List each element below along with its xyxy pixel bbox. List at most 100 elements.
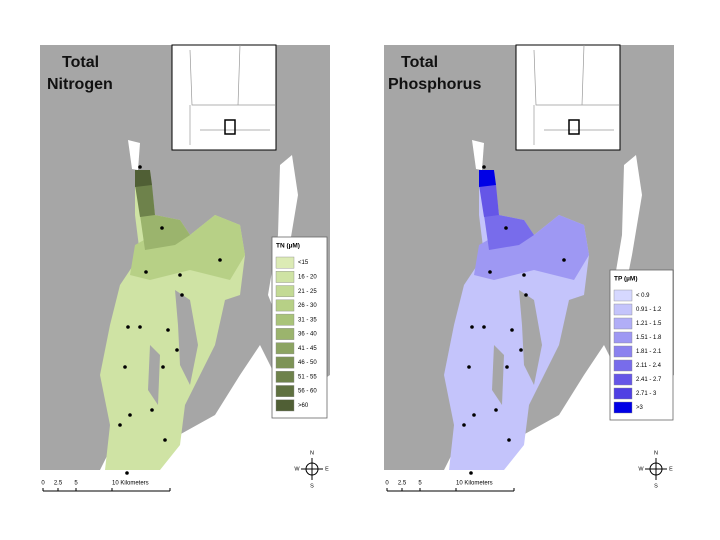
legend-title: TP (µM) xyxy=(614,276,637,283)
legend-label: 1.21 - 1.5 xyxy=(636,321,662,327)
legend-title: TN (µM) xyxy=(276,243,300,250)
bay-zone xyxy=(135,170,152,187)
legend-label: 56 - 60 xyxy=(298,389,317,395)
scale-label: 5 xyxy=(74,481,78,487)
legend-label: 16 - 20 xyxy=(298,274,317,280)
compass-letter: S xyxy=(654,483,658,489)
legend-swatch xyxy=(613,317,633,330)
station xyxy=(562,258,566,262)
island xyxy=(175,290,198,385)
station xyxy=(462,423,466,427)
compass-letter: W xyxy=(294,466,300,472)
map-title: Nitrogen xyxy=(47,76,113,93)
station xyxy=(118,423,122,427)
station xyxy=(469,471,473,475)
legend-swatch xyxy=(613,401,633,414)
compass-letter: E xyxy=(669,466,673,472)
station xyxy=(522,273,526,277)
map-title: Total xyxy=(62,54,99,71)
scale-label: 5 xyxy=(418,481,422,487)
station xyxy=(123,365,127,369)
station xyxy=(470,325,474,329)
station xyxy=(507,438,511,442)
station xyxy=(126,325,130,329)
station xyxy=(125,471,129,475)
station xyxy=(505,365,509,369)
legend-swatch xyxy=(275,299,295,312)
station xyxy=(524,293,528,297)
legend-swatch xyxy=(613,345,633,358)
inset-borders xyxy=(533,44,619,145)
legend-swatch xyxy=(613,359,633,372)
legend-swatch xyxy=(613,387,633,400)
legend-label: < 0.9 xyxy=(636,293,650,299)
scale-label: 2.5 xyxy=(398,481,407,487)
station xyxy=(519,348,523,352)
station xyxy=(467,365,471,369)
legend-swatch xyxy=(275,271,295,283)
legend-label: 2.11 - 2.4 xyxy=(636,363,662,369)
compass-letter: E xyxy=(325,466,329,472)
compass-letter: S xyxy=(310,483,314,489)
island xyxy=(492,345,504,405)
inset-map xyxy=(171,44,277,151)
legend-swatch xyxy=(275,399,295,412)
compass-needle xyxy=(301,458,323,480)
legend-label: 31 - 35 xyxy=(298,317,317,323)
station xyxy=(472,413,476,417)
legend-label: 2.41 - 2.7 xyxy=(636,377,662,383)
legend-label: 2.71 - 3 xyxy=(636,391,657,397)
scale-label: 10 Kilometers xyxy=(456,481,493,487)
station xyxy=(488,270,492,274)
river-water xyxy=(472,140,484,170)
legend-swatch xyxy=(275,328,295,340)
station xyxy=(150,408,154,412)
legend-swatch xyxy=(275,313,295,326)
legend-swatch xyxy=(275,385,295,397)
station xyxy=(178,273,182,277)
station xyxy=(218,258,222,262)
compass-letter: W xyxy=(638,466,644,472)
bay-zone xyxy=(474,215,589,280)
legend-swatch xyxy=(275,370,295,383)
bay-zone xyxy=(140,215,190,250)
station xyxy=(128,413,132,417)
station xyxy=(175,348,179,352)
legend-label: 51 - 55 xyxy=(298,374,317,380)
bay-zone xyxy=(479,185,499,217)
legend-label: 1.81 - 2.1 xyxy=(636,349,662,355)
river-water xyxy=(128,140,140,170)
legend-label: 1.51 - 1.8 xyxy=(636,335,662,341)
scale-bar xyxy=(386,488,515,492)
bay-zone xyxy=(130,215,245,280)
bay-zone xyxy=(484,215,534,250)
legend-swatch xyxy=(613,289,633,302)
legend-label: 41 - 45 xyxy=(298,346,317,352)
station xyxy=(504,226,508,230)
inset-locator xyxy=(224,119,236,135)
station xyxy=(180,293,184,297)
legend-swatch xyxy=(613,373,633,386)
legend-label: 21 - 25 xyxy=(298,289,317,295)
station xyxy=(494,408,498,412)
station xyxy=(510,328,514,332)
legend-label: 0.91 - 1.2 xyxy=(636,307,662,313)
map-title: Phosphorus xyxy=(388,76,481,93)
legend-label: 36 - 40 xyxy=(298,332,317,338)
legend-label: >3 xyxy=(636,405,644,411)
legend-swatch xyxy=(613,303,633,316)
compass-letter: N xyxy=(310,450,314,456)
scale-bar xyxy=(42,488,171,492)
legend-swatch xyxy=(275,285,295,298)
legend-label: 46 - 50 xyxy=(298,360,317,366)
station xyxy=(163,438,167,442)
legend-swatch xyxy=(275,256,295,269)
compass-letter: N xyxy=(654,450,658,456)
station xyxy=(161,365,165,369)
station xyxy=(138,325,142,329)
station xyxy=(166,328,170,332)
scale-label: 2.5 xyxy=(54,481,63,487)
scale-label: 0 xyxy=(385,481,389,487)
station xyxy=(144,270,148,274)
map-panel: Total Nitrogen TN (µM) <15 16 - 20 21 - 25 26 … xyxy=(40,44,330,492)
